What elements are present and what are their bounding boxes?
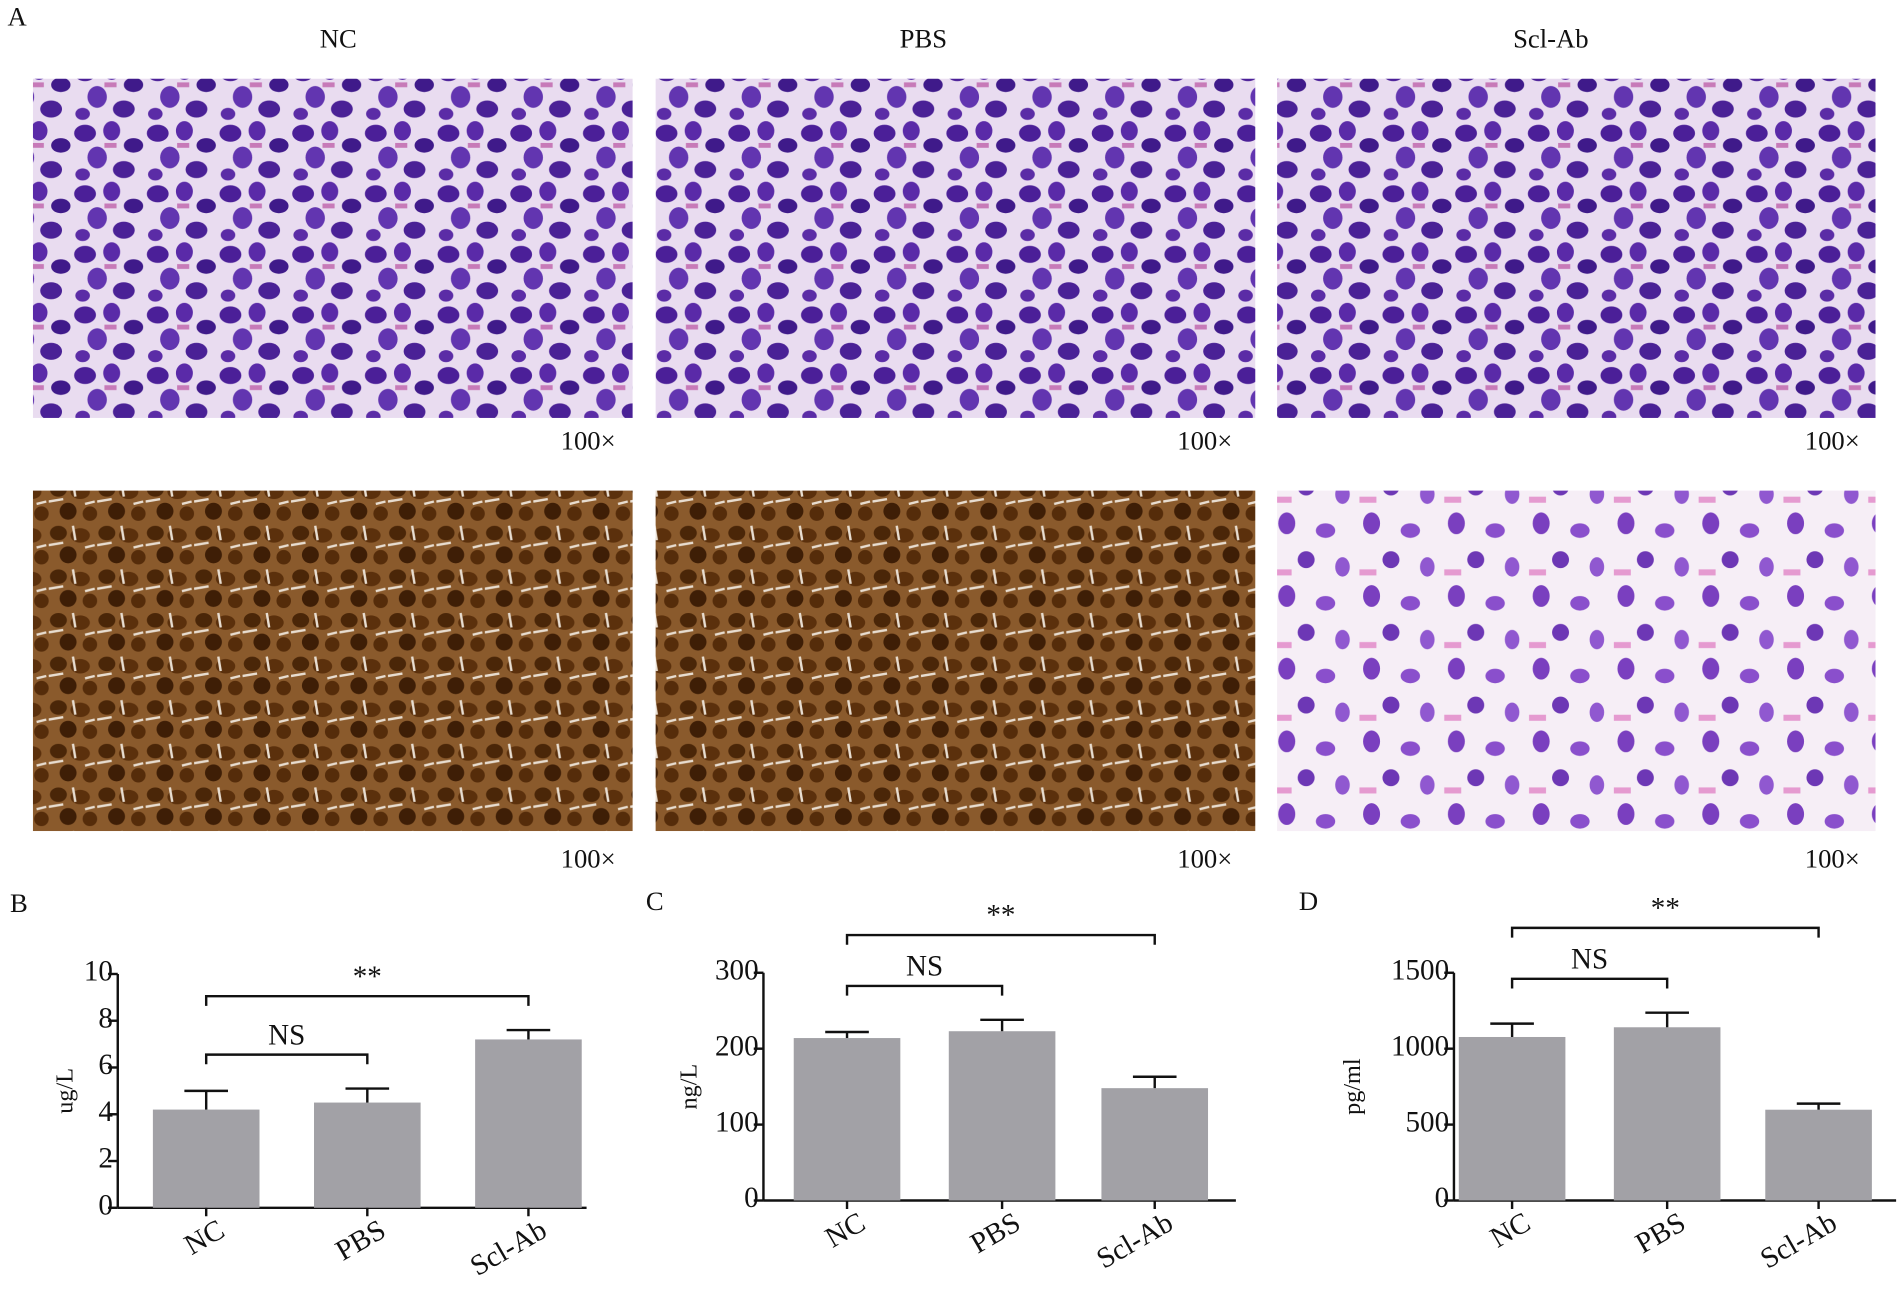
micrograph [32, 490, 633, 832]
y-tick-label: 2 [98, 1143, 113, 1175]
y-axis-label: pg/ml [1339, 1058, 1366, 1115]
micrograph [1277, 490, 1876, 832]
y-tick-label: 300 [715, 954, 759, 986]
y-axis-label: ug/L [51, 1068, 78, 1114]
significance-bracket [1510, 926, 1820, 938]
significance-bracket [204, 1053, 369, 1065]
y-tick-label: 6 [98, 1049, 113, 1081]
y-tick-label: 8 [98, 1002, 113, 1034]
column-title: PBS [900, 23, 947, 53]
significance-label: ** [353, 961, 382, 993]
y-tick-label: 100 [715, 1106, 759, 1138]
x-tick-label: PBS [1630, 1206, 1691, 1260]
panel-label: B [10, 888, 28, 918]
magnification: 100× [561, 425, 616, 455]
magnification: 100× [1177, 843, 1232, 873]
column-title: Scl-Ab [1513, 23, 1588, 53]
panel-label: D [1299, 886, 1318, 916]
y-tick-label: 10 [84, 956, 113, 988]
significance-label: ** [986, 900, 1015, 932]
significance-bracket [204, 994, 530, 1006]
significance-label: NS [1571, 943, 1608, 975]
significance-label: NS [906, 951, 943, 983]
bar [475, 1039, 582, 1208]
bar [948, 1031, 1056, 1201]
x-tick-label: Scl-Ab [1091, 1206, 1178, 1275]
bar [152, 1109, 260, 1208]
bar [1613, 1027, 1721, 1201]
significance-bracket [845, 984, 1004, 996]
y-tick-label: 0 [744, 1182, 759, 1214]
bar [793, 1038, 901, 1201]
significance-label: NS [268, 1019, 305, 1051]
x-tick-label: NC [1485, 1206, 1536, 1254]
significance-bracket [1510, 977, 1669, 989]
bar [1458, 1036, 1566, 1201]
y-tick-label: 500 [1406, 1106, 1450, 1138]
y-tick-label: 4 [98, 1096, 113, 1128]
magnification: 100× [1805, 425, 1860, 455]
bar [1765, 1109, 1872, 1201]
micrograph [32, 78, 633, 418]
x-tick-label: PBS [965, 1206, 1026, 1260]
y-tick-label: 200 [715, 1030, 759, 1062]
x-tick-label: Scl-Ab [1755, 1206, 1842, 1275]
magnification: 100× [561, 843, 616, 873]
micrograph [655, 78, 1256, 418]
y-tick-label: 0 [1435, 1182, 1450, 1214]
magnification: 100× [1805, 843, 1860, 873]
panel-label: C [646, 886, 664, 916]
y-tick-label: 1500 [1391, 954, 1449, 986]
micrograph [655, 490, 1256, 832]
significance-bracket [845, 933, 1156, 945]
bar [1101, 1088, 1209, 1201]
bar [314, 1102, 421, 1208]
x-tick-label: NC [820, 1206, 871, 1254]
x-tick-label: PBS [330, 1214, 391, 1268]
x-tick-label: NC [179, 1214, 230, 1262]
significance-label: ** [1651, 893, 1680, 925]
x-tick-label: Scl-Ab [465, 1214, 552, 1283]
y-tick-label: 0 [98, 1189, 113, 1221]
panel-label: A [8, 1, 28, 31]
column-title: NC [320, 23, 357, 53]
y-axis-label: ng/L [675, 1064, 702, 1110]
micrograph [1277, 78, 1876, 418]
magnification: 100× [1177, 425, 1232, 455]
y-tick-label: 1000 [1391, 1030, 1449, 1062]
